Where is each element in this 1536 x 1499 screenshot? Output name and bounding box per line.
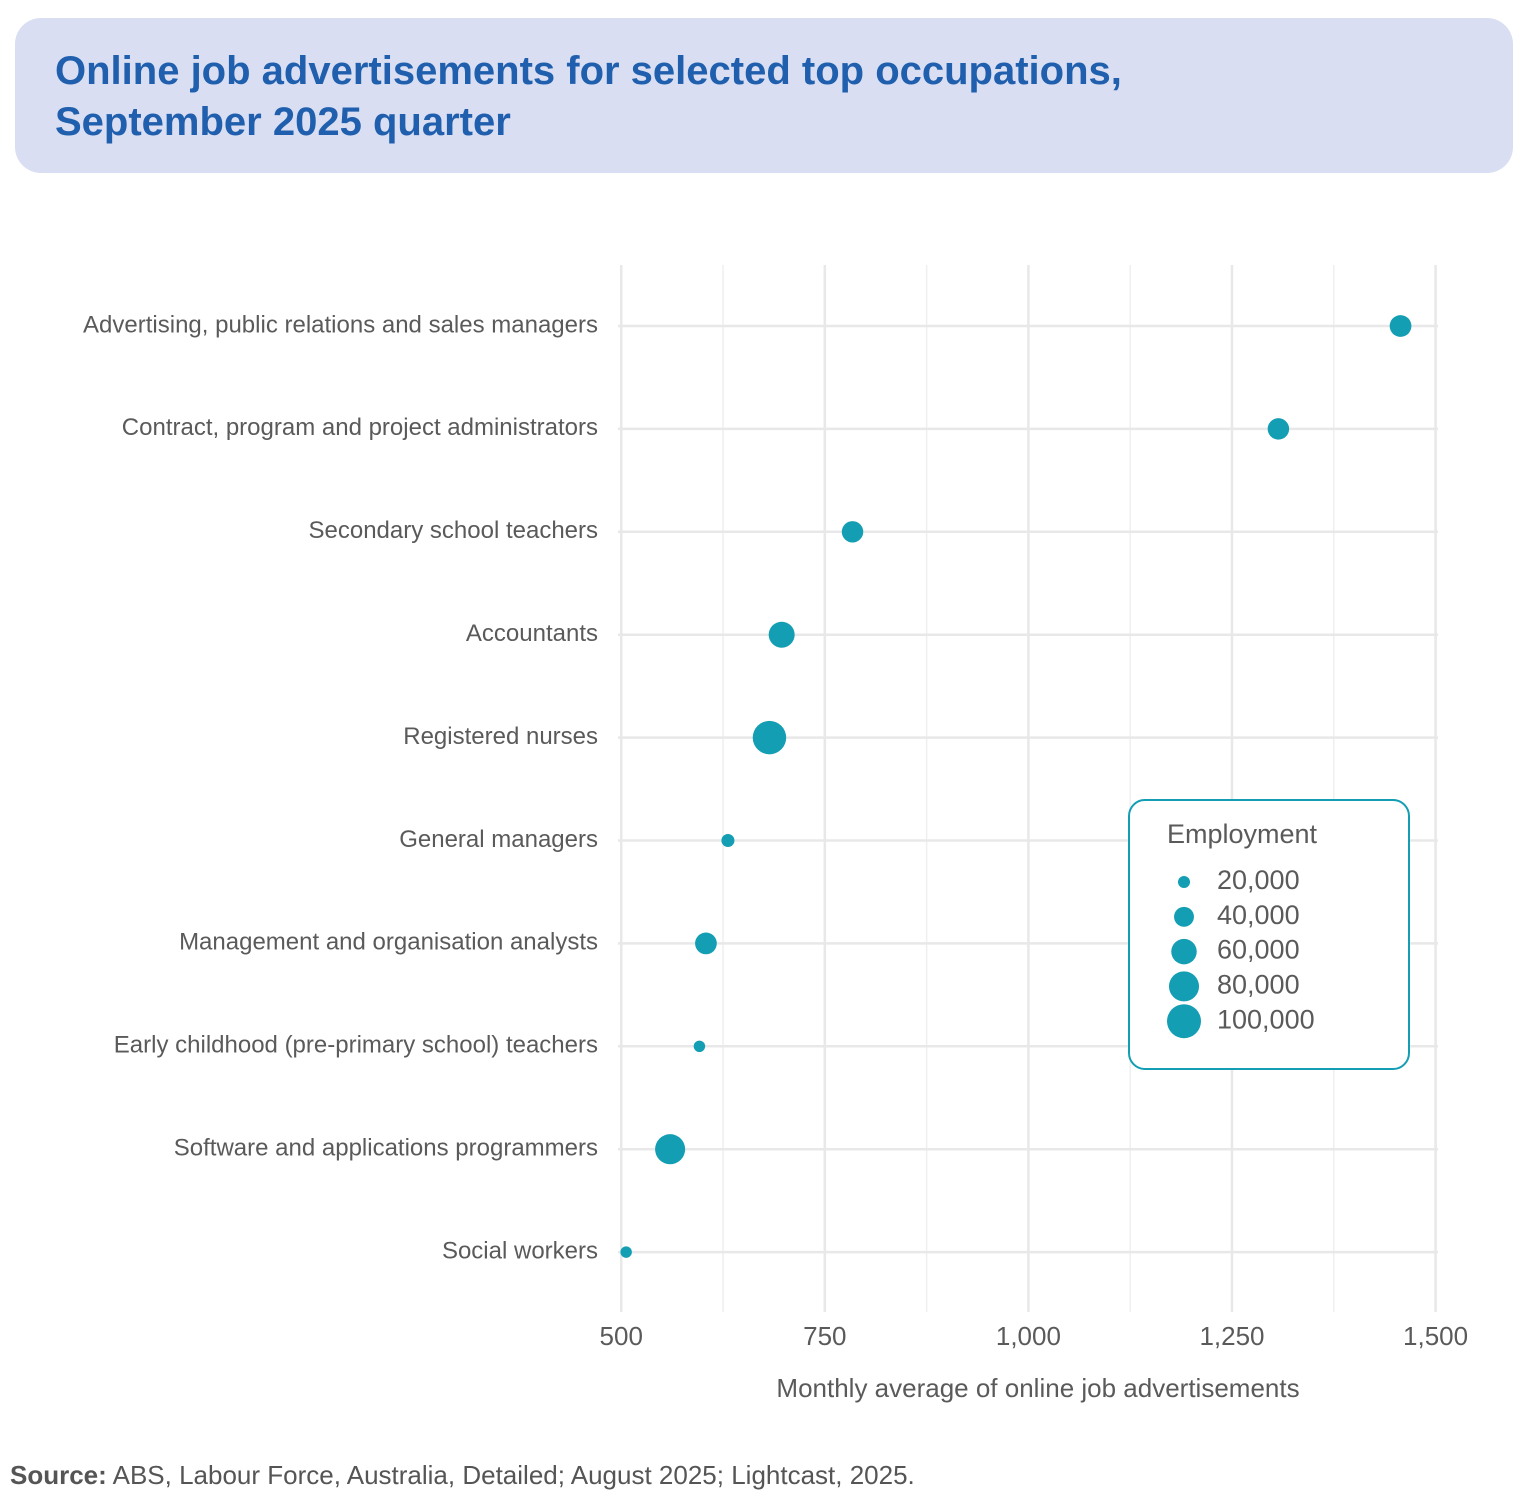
y-tick-label: Contract, program and project administra… bbox=[122, 414, 598, 441]
y-tick-label: General managers bbox=[399, 826, 598, 853]
bubble bbox=[752, 720, 787, 755]
legend-bubble bbox=[1178, 876, 1190, 888]
x-tick-label: 1,500 bbox=[1403, 1321, 1468, 1351]
bubble bbox=[655, 1134, 686, 1165]
legend-label: 20,000 bbox=[1217, 865, 1300, 895]
x-tick-label: 750 bbox=[803, 1321, 846, 1351]
header: Online job advertisements for selected t… bbox=[15, 18, 1513, 173]
chart-title: Online job advertisements for selected t… bbox=[55, 49, 1122, 144]
legend-bubble bbox=[1167, 1004, 1201, 1039]
bubble bbox=[620, 1246, 632, 1258]
legend-bubble bbox=[1171, 938, 1197, 965]
x-tick-label: 1,250 bbox=[1199, 1321, 1264, 1351]
legend-label: 100,000 bbox=[1217, 1004, 1315, 1034]
legend-label: 40,000 bbox=[1217, 900, 1300, 930]
x-tick-label: 1,000 bbox=[996, 1321, 1061, 1351]
legend-title: Employment bbox=[1167, 819, 1318, 849]
y-tick-label: Early childhood (pre-primary school) tea… bbox=[114, 1032, 598, 1059]
y-tick-label: Management and organisation analysts bbox=[179, 929, 598, 956]
y-tick-label: Software and applications programmers bbox=[174, 1135, 598, 1162]
legend-label: 80,000 bbox=[1217, 970, 1300, 1000]
legend-bubble bbox=[1174, 906, 1194, 927]
source-label: Source: bbox=[10, 1460, 107, 1490]
y-tick-label: Social workers bbox=[442, 1237, 598, 1264]
legend-bubble bbox=[1168, 971, 1200, 1002]
bubble bbox=[721, 833, 735, 848]
bubble bbox=[693, 1040, 706, 1053]
bubble bbox=[1389, 315, 1412, 337]
bubble bbox=[768, 621, 795, 648]
legend-label: 60,000 bbox=[1217, 935, 1300, 965]
y-tick-label: Advertising, public relations and sales … bbox=[83, 311, 598, 338]
y-tick-label: Accountants bbox=[466, 620, 598, 647]
bubble bbox=[1267, 418, 1290, 440]
y-tick-label: Secondary school teachers bbox=[309, 517, 599, 544]
bubble bbox=[695, 932, 717, 955]
source: Source: ABS, Labour Force, Australia, De… bbox=[10, 1460, 915, 1491]
source-text: ABS, Labour Force, Australia, Detailed; … bbox=[112, 1460, 915, 1490]
legend-box bbox=[1128, 799, 1410, 1070]
x-axis-title: Monthly average of online job advertisem… bbox=[776, 1373, 1299, 1403]
x-tick-label: 500 bbox=[600, 1321, 643, 1351]
bubble bbox=[841, 521, 864, 543]
y-tick-label: Registered nurses bbox=[403, 723, 598, 750]
